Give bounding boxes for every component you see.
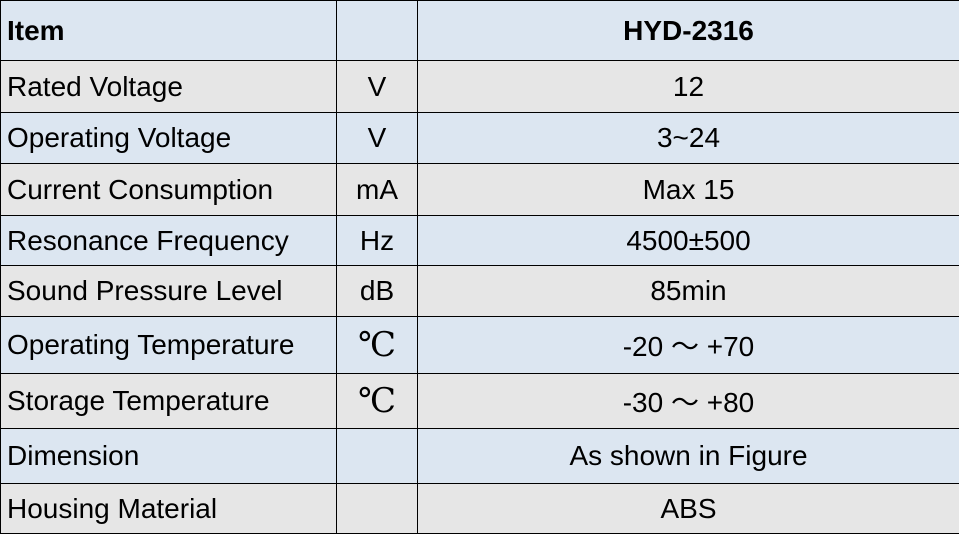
- label-cell: Operating Voltage: [1, 113, 337, 164]
- value-cell: Max 15: [418, 164, 959, 216]
- value-cell: -30 ～ +80: [418, 374, 959, 429]
- value-cell: 3~24: [418, 113, 959, 164]
- value-cell: -20 ～ +70: [418, 317, 959, 374]
- unit-cell: dB: [337, 266, 418, 317]
- label-cell: Resonance Frequency: [1, 216, 337, 266]
- label-cell: Current Consumption: [1, 164, 337, 216]
- label-cell: Housing Material: [1, 484, 337, 534]
- value-cell: 85min: [418, 266, 959, 317]
- label-cell: Sound Pressure Level: [1, 266, 337, 317]
- unit-cell: ℃: [337, 317, 418, 374]
- header-cell: [337, 1, 418, 61]
- unit-cell: [337, 429, 418, 484]
- header-cell: HYD-2316: [418, 1, 959, 61]
- unit-cell: [337, 484, 418, 534]
- table-row: Housing Material ABS: [1, 484, 959, 534]
- unit-cell: Hz: [337, 216, 418, 266]
- table-row: Operating Temperature℃-20 ～ +70: [1, 317, 959, 374]
- header-cell: Item: [1, 1, 337, 61]
- value-cell: 12: [418, 61, 959, 113]
- unit-cell: V: [337, 61, 418, 113]
- label-cell: Rated Voltage: [1, 61, 337, 113]
- label-cell: Storage Temperature: [1, 374, 337, 429]
- header-row: Item HYD-2316: [1, 1, 959, 61]
- unit-cell: ℃: [337, 374, 418, 429]
- label-cell: Dimension: [1, 429, 337, 484]
- unit-cell: mA: [337, 164, 418, 216]
- unit-cell: V: [337, 113, 418, 164]
- table-row: Dimension As shown in Figure: [1, 429, 959, 484]
- table-row: Storage Temperature℃-30 ～ +80: [1, 374, 959, 429]
- value-cell: As shown in Figure: [418, 429, 959, 484]
- label-cell: Operating Temperature: [1, 317, 337, 374]
- value-cell: ABS: [418, 484, 959, 534]
- value-cell: 4500±500: [418, 216, 959, 266]
